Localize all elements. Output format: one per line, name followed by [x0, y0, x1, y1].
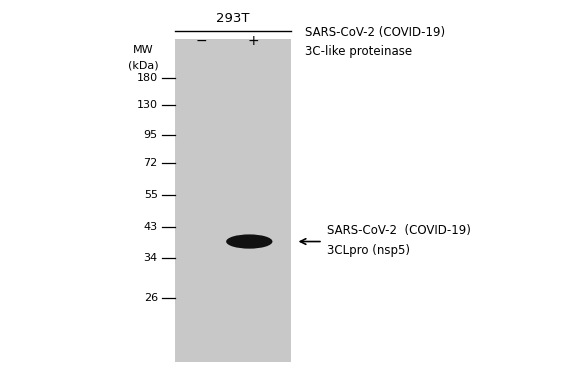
Text: −: −	[196, 34, 207, 48]
Text: 72: 72	[144, 158, 158, 168]
Text: 26: 26	[144, 293, 158, 303]
Text: SARS-CoV-2  (COVID-19): SARS-CoV-2 (COVID-19)	[328, 224, 471, 237]
Ellipse shape	[226, 234, 272, 249]
Text: 3CLpro (nsp5): 3CLpro (nsp5)	[328, 245, 410, 257]
Text: 55: 55	[144, 190, 158, 200]
FancyBboxPatch shape	[175, 39, 291, 362]
Text: (kDa): (kDa)	[128, 60, 159, 70]
Text: 3C-like proteinase: 3C-like proteinase	[306, 45, 413, 58]
Text: 130: 130	[137, 99, 158, 110]
Text: 180: 180	[137, 73, 158, 83]
Text: 95: 95	[144, 130, 158, 139]
Text: SARS-CoV-2 (COVID-19): SARS-CoV-2 (COVID-19)	[306, 26, 446, 39]
Text: 293T: 293T	[217, 12, 250, 25]
Text: 43: 43	[144, 222, 158, 231]
Text: MW: MW	[133, 45, 154, 55]
Text: 34: 34	[144, 253, 158, 263]
Text: +: +	[247, 34, 259, 48]
